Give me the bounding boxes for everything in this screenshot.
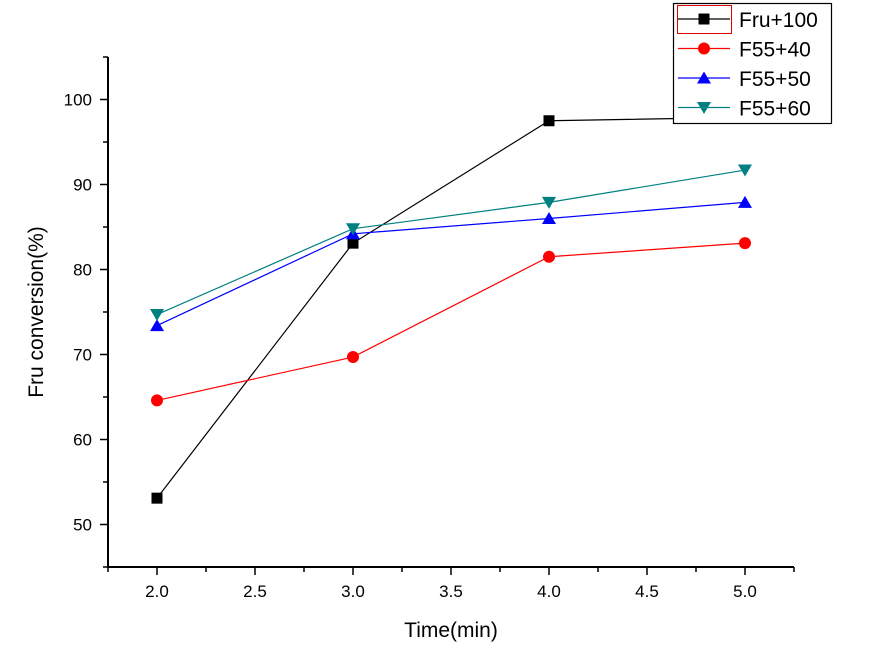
x-tick-label: 4.0 (537, 582, 561, 601)
series-Fru+100 (151, 111, 751, 504)
x-tick-label: 3.0 (341, 582, 365, 601)
data-point (542, 196, 556, 209)
axes: 2.0 2.5 3.0 3.5 4.0 4.5 5.0 50 60 70 80 90 100 (64, 56, 795, 601)
y-tick-label: 60 (73, 431, 92, 450)
data-point (151, 394, 163, 407)
data-point (739, 237, 751, 250)
legend: Fru+100 F55+40 F55+50 F55+60 (672, 2, 833, 125)
legend-item: F55+60 (678, 98, 811, 121)
series-layer (150, 111, 752, 504)
y-axis-title: Fru conversion(%) (25, 226, 48, 398)
data-point (347, 351, 359, 364)
data-point (542, 212, 556, 224)
data-point (543, 250, 555, 263)
legend-marker (698, 42, 710, 55)
x-tick-label: 5.0 (733, 582, 757, 601)
series-F55+60 (150, 164, 752, 322)
y-tick-label: 70 (73, 346, 92, 365)
legend-item: F55+50 (678, 68, 811, 91)
y-tick-label: 80 (73, 261, 92, 280)
x-tick-label: 3.5 (439, 582, 463, 601)
y-tick-label: 100 (64, 91, 92, 110)
y-tick-label: 90 (73, 176, 92, 195)
series-line (156, 201, 746, 327)
x-tick-label: 2.0 (145, 582, 169, 601)
series-line (156, 169, 746, 316)
x-tick-label: 2.5 (243, 582, 267, 601)
legend-item: F55+40 (678, 39, 811, 62)
legend-label: Fru+100 (739, 9, 818, 32)
data-point (738, 195, 752, 208)
data-point (543, 115, 555, 127)
legend-label: F55+50 (739, 68, 811, 91)
legend-item: Fru+100 (677, 5, 818, 34)
y-tick-label: 50 (73, 516, 92, 535)
series-F55+40 (151, 237, 751, 407)
x-axis-title: Time(min) (404, 619, 498, 642)
legend-marker (697, 102, 711, 114)
data-point (151, 492, 163, 504)
series-F55+50 (150, 195, 752, 332)
x-tick-label: 4.5 (635, 582, 659, 601)
data-point (150, 309, 164, 322)
data-point (347, 237, 359, 249)
data-point (738, 164, 752, 177)
legend-marker (697, 71, 711, 84)
data-point (346, 223, 360, 236)
legend-selection-box (677, 5, 732, 34)
legend-marker (698, 13, 710, 25)
legend-label: F55+60 (739, 98, 811, 121)
series-line (156, 242, 746, 401)
data-point (150, 319, 164, 332)
legend-label: F55+40 (739, 39, 811, 62)
series-line (156, 116, 746, 499)
